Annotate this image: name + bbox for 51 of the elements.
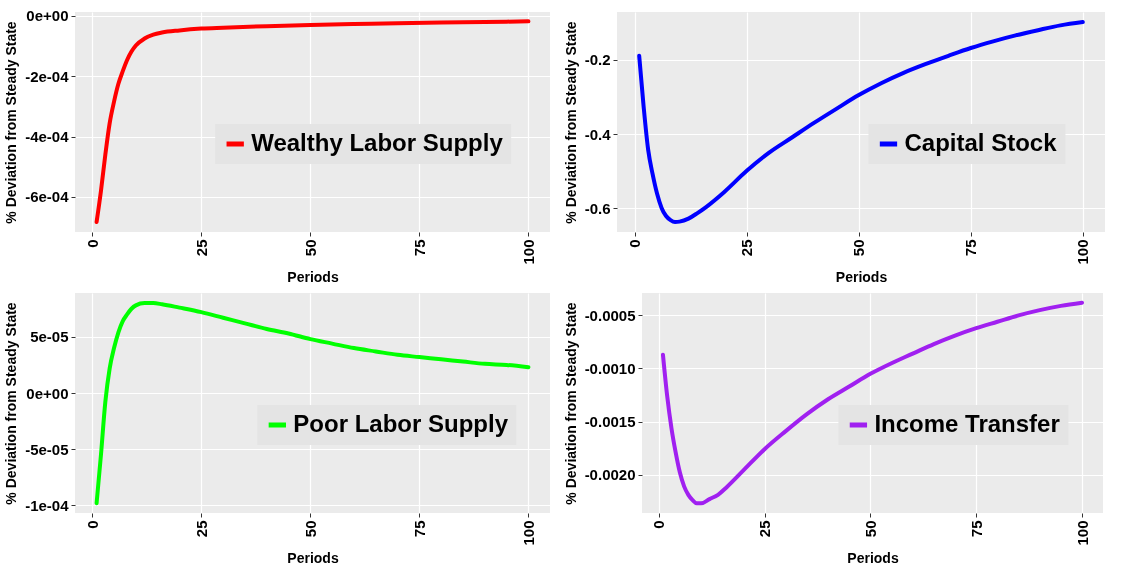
x-tick-label: 75 xyxy=(962,239,980,257)
y-tick-label: -0.2 xyxy=(584,51,611,69)
y-tick-label: 0e+00 xyxy=(26,384,69,402)
legend-label: Poor Labor Supply xyxy=(293,410,509,437)
legend-label: Capital Stock xyxy=(904,129,1058,156)
y-tick-label: -0.6 xyxy=(584,199,611,217)
y-tick-label: -1e-04 xyxy=(25,496,70,514)
legend-label: Income Transfer xyxy=(874,410,1060,437)
x-tick-label: 50 xyxy=(861,520,879,538)
y-tick-label: -6e-04 xyxy=(25,188,70,206)
y-tick-label: 5e-05 xyxy=(30,328,69,346)
x-tick-label: 75 xyxy=(410,520,428,538)
x-tick-label: 25 xyxy=(192,520,210,538)
legend-label: Wealthy Labor Supply xyxy=(251,129,504,156)
line-series xyxy=(637,20,1085,224)
x-tick-label: 25 xyxy=(192,239,210,257)
x-axis-title: Periods xyxy=(835,268,888,285)
x-tick-label: 100 xyxy=(519,520,537,546)
x-tick-label: 0 xyxy=(83,520,101,529)
y-axis-title: % Deviation from Steady State xyxy=(3,302,20,505)
y-axis-title: % Deviation from Steady State xyxy=(3,21,20,224)
y-tick-label: -5e-05 xyxy=(25,440,69,458)
x-tick-label: 0 xyxy=(83,239,101,248)
y-tick-label: -2e-04 xyxy=(25,67,70,85)
x-tick-label: 0 xyxy=(650,520,668,529)
x-tick-label: 50 xyxy=(301,520,319,538)
line-series xyxy=(660,300,1085,506)
y-tick-label: -0.0005 xyxy=(584,306,636,324)
line-series xyxy=(94,19,531,225)
line-series xyxy=(94,301,531,506)
y-axis-title: % Deviation from Steady State xyxy=(562,21,579,224)
x-tick-label: 75 xyxy=(410,239,428,257)
y-tick-label: -0.0020 xyxy=(584,466,636,484)
x-tick-label: 25 xyxy=(756,520,774,538)
y-axis-title: % Deviation from Steady State xyxy=(562,302,579,505)
y-tick-label: -0.0015 xyxy=(584,413,636,431)
x-axis-title: Periods xyxy=(287,549,339,566)
x-tick-label: 100 xyxy=(1074,239,1092,265)
y-tick-label: -0.0010 xyxy=(584,359,636,377)
y-tick-label: -4e-04 xyxy=(25,128,70,146)
x-axis-title: Periods xyxy=(287,268,339,285)
x-tick-label: 100 xyxy=(519,239,537,265)
x-tick-label: 50 xyxy=(850,239,868,257)
x-tick-label: 0 xyxy=(626,239,644,248)
y-tick-label: 0e+00 xyxy=(26,7,69,25)
x-tick-label: 50 xyxy=(301,239,319,257)
x-tick-label: 75 xyxy=(967,520,985,538)
x-tick-label: 100 xyxy=(1073,520,1091,546)
y-tick-label: -0.4 xyxy=(584,125,612,143)
x-tick-label: 25 xyxy=(738,239,756,257)
x-axis-title: Periods xyxy=(847,549,899,566)
